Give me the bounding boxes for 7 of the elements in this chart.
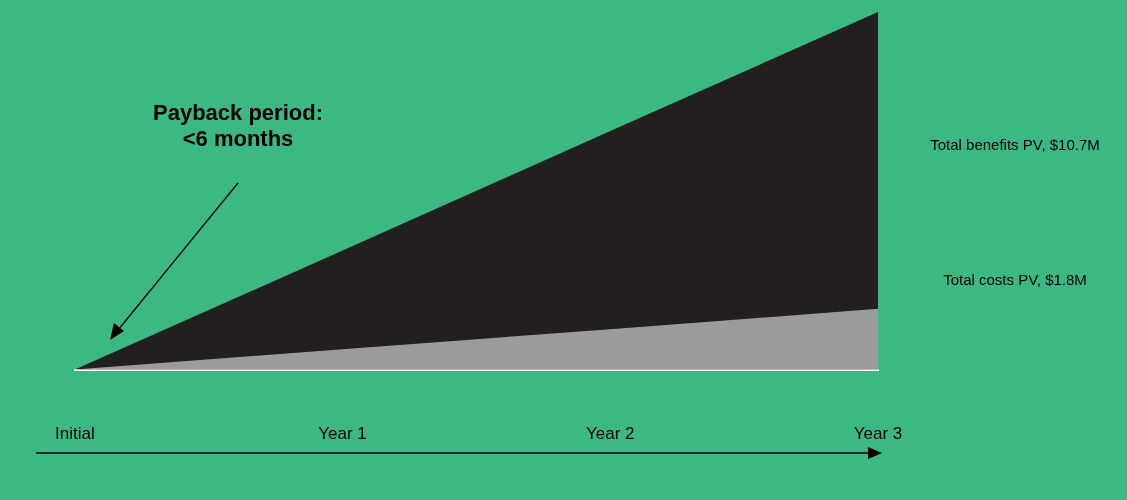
text: Total costs PV, $1.8M	[943, 270, 1087, 288]
x-tick-label: Initial	[55, 424, 95, 444]
annotation: Payback period: <6 months	[153, 100, 323, 152]
x-tick-label: Year 1	[318, 424, 367, 444]
x-tick-label: Year 2	[586, 424, 635, 444]
text: Total benefits PV, $10.7M	[930, 135, 1100, 153]
x-tick-label: Year 3	[853, 424, 903, 444]
